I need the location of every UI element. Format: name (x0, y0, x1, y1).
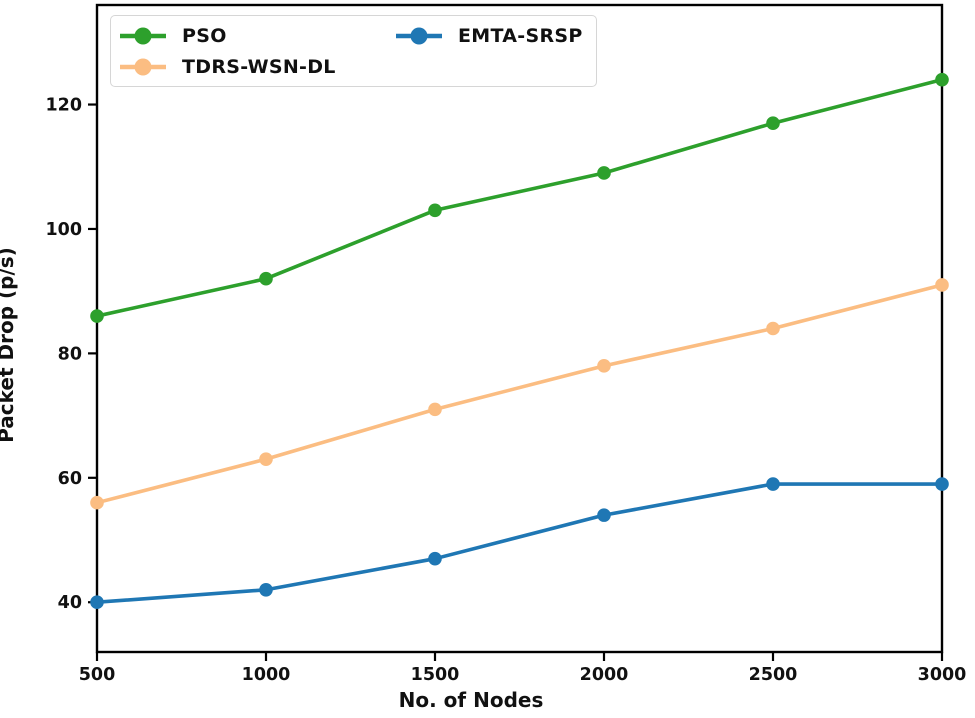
legend-item-emta-srsp: EMTA-SRSP (395, 25, 586, 47)
legend-item-label: PSO (182, 24, 227, 47)
axes-frame (95, 3, 944, 654)
legend-line-marker-icon (396, 27, 442, 44)
y-tick-label: 100 (45, 220, 82, 240)
series-line-tdrs-wsn-dl (95, 283, 944, 505)
series-marker-pso (935, 72, 949, 87)
legend-line-marker-icon (120, 58, 166, 75)
series-marker-pso (90, 309, 104, 323)
y-axis-label: Packet Drop (p/s) (0, 247, 18, 443)
legend-item-pso: PSO (119, 25, 395, 47)
series-marker-tdrs-wsn-dl (259, 452, 273, 466)
x-tick-label: 500 (79, 665, 116, 685)
series-marker-pso (766, 116, 780, 131)
series-marker-tdrs-wsn-dl (90, 495, 104, 510)
series-marker-tdrs-wsn-dl (428, 402, 442, 417)
series-marker-emta-srsp (766, 477, 780, 491)
series-marker-emta-srsp (935, 477, 949, 491)
x-tick-label: 1000 (242, 665, 291, 685)
series-marker-tdrs-wsn-dl (766, 321, 780, 336)
legend-item-label: TDRS-WSN-DL (182, 55, 336, 78)
series-marker-emta-srsp (597, 508, 611, 522)
y-tick-label: 60 (58, 469, 82, 489)
y-tick-label: 120 (45, 96, 82, 116)
series-marker-emta-srsp (259, 582, 273, 597)
series-line-pso (95, 77, 944, 318)
series-marker-tdrs-wsn-dl (597, 359, 611, 373)
x-tick-label: 2000 (580, 665, 629, 685)
legend-item-label: EMTA-SRSP (458, 24, 583, 47)
legend: PSO TDRS-WSN-DL EMTA-SRSP (110, 15, 597, 87)
series-line-emta-srsp (95, 482, 944, 605)
series-marker-emta-srsp (90, 595, 104, 610)
x-axis-label: No. of Nodes (398, 688, 544, 712)
x-tick-label: 2500 (749, 665, 798, 685)
series-marker-tdrs-wsn-dl (935, 278, 949, 292)
series-marker-pso (428, 203, 442, 218)
series-marker-pso (597, 166, 611, 180)
legend-line-marker-icon (120, 27, 166, 44)
y-tick-label: 80 (58, 344, 82, 364)
y-tick-label: 40 (58, 593, 82, 613)
series-marker-pso (259, 271, 273, 286)
x-tick-label: 1500 (411, 665, 460, 685)
series-marker-emta-srsp (428, 551, 442, 566)
x-tick-label: 3000 (918, 665, 967, 685)
legend-item-tdrs-wsn-dl: TDRS-WSN-DL (119, 56, 395, 78)
